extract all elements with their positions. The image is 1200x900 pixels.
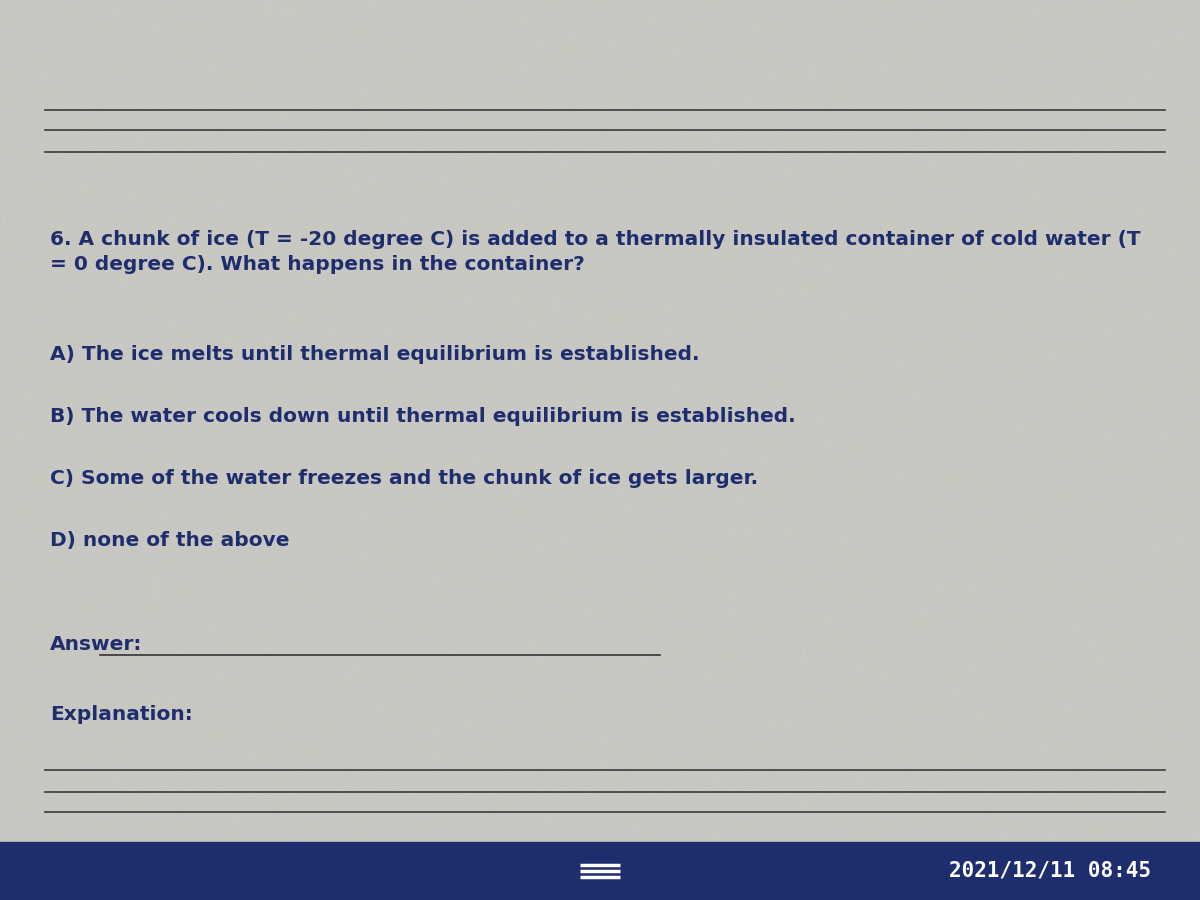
Text: A) The ice melts until thermal equilibrium is established.: A) The ice melts until thermal equilibri… <box>50 345 700 364</box>
Text: Explanation:: Explanation: <box>50 705 193 724</box>
Text: Answer:: Answer: <box>50 635 143 654</box>
Text: 2021/12/11 08:45: 2021/12/11 08:45 <box>949 861 1151 881</box>
Bar <box>0 842 1200 900</box>
Text: D) none of the above: D) none of the above <box>50 531 289 550</box>
Text: 6. A chunk of ice (T = -20 degree C) is added to a thermally insulated container: 6. A chunk of ice (T = -20 degree C) is … <box>50 230 1141 274</box>
Text: B) The water cools down until thermal equilibrium is established.: B) The water cools down until thermal eq… <box>50 407 796 426</box>
Text: C) Some of the water freezes and the chunk of ice gets larger.: C) Some of the water freezes and the chu… <box>50 469 758 488</box>
